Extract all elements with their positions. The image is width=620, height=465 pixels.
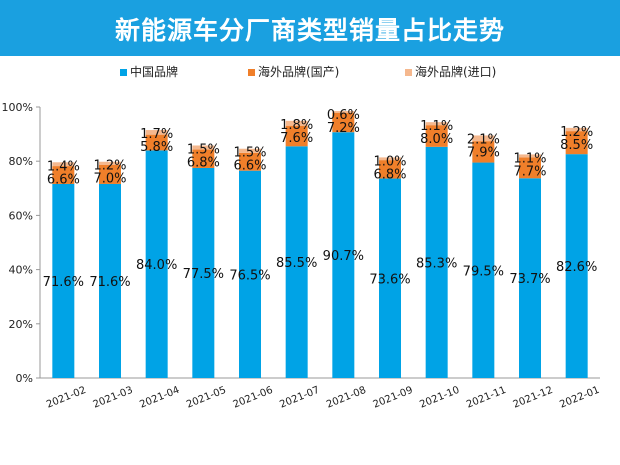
data-label-china: 73.6% bbox=[369, 272, 410, 287]
data-label-overseas-import: 1.5% bbox=[233, 146, 266, 161]
bar-china bbox=[239, 170, 261, 378]
bar-overseas-import bbox=[565, 127, 588, 132]
bar-overseas-domestic bbox=[379, 160, 401, 179]
data-label-china: 73.7% bbox=[509, 272, 550, 287]
bar-china bbox=[519, 178, 541, 378]
data-label-overseas-import: 1.7% bbox=[140, 127, 173, 142]
y-tick-label: 0% bbox=[16, 372, 33, 385]
data-label-overseas-domestic: 7.0% bbox=[93, 172, 126, 187]
x-tick-label: 2021-07 bbox=[278, 385, 321, 411]
legend-label: 海外品牌(国产) bbox=[258, 64, 339, 79]
y-tick-label: 20% bbox=[9, 318, 33, 331]
bar-overseas-import bbox=[285, 120, 308, 126]
bar-china bbox=[425, 146, 448, 378]
bar-overseas-import bbox=[192, 145, 215, 150]
data-label-china: 82.6% bbox=[556, 260, 597, 275]
bar-overseas-import bbox=[99, 161, 121, 165]
data-label-china: 71.6% bbox=[89, 275, 130, 290]
data-label-overseas-domestic: 7.2% bbox=[327, 121, 360, 136]
data-label-overseas-domestic: 6.6% bbox=[233, 159, 266, 174]
bar-overseas-domestic bbox=[192, 149, 215, 168]
data-label-overseas-import: 1.4% bbox=[47, 159, 80, 174]
x-tick-label: 2021-11 bbox=[465, 385, 508, 411]
data-label-china: 76.5% bbox=[229, 268, 270, 283]
bar-overseas-domestic bbox=[285, 125, 308, 147]
y-tick-label: 80% bbox=[9, 155, 33, 168]
data-label-overseas-domestic: 6.8% bbox=[187, 155, 220, 170]
data-label-overseas-import: 1.2% bbox=[93, 159, 126, 174]
x-tick-label: 2021-05 bbox=[185, 385, 228, 411]
y-tick-label: 60% bbox=[9, 209, 33, 222]
bar-overseas-import bbox=[332, 111, 355, 113]
bar-overseas-domestic bbox=[332, 112, 355, 133]
x-tick-label: 2021-10 bbox=[418, 385, 461, 411]
bar-china bbox=[379, 178, 401, 378]
bar-overseas-domestic bbox=[565, 131, 588, 155]
data-label-overseas-domestic: 6.6% bbox=[47, 172, 80, 187]
bar-overseas-import bbox=[145, 130, 168, 135]
bar-china bbox=[145, 150, 168, 378]
data-label-china: 84.0% bbox=[136, 258, 177, 273]
legend-swatch bbox=[120, 69, 127, 76]
chart-title: 新能源车分厂商类型销量占比走势 bbox=[114, 16, 505, 45]
legend-swatch bbox=[248, 69, 255, 76]
bar-china bbox=[472, 162, 495, 378]
bar-overseas-domestic bbox=[52, 166, 75, 184]
data-label-overseas-domestic: 5.8% bbox=[140, 140, 173, 155]
data-label-overseas-domestic: 6.8% bbox=[373, 167, 406, 182]
bar-china bbox=[52, 183, 75, 378]
x-tick-label: 2021-12 bbox=[512, 385, 555, 411]
data-label-overseas-import: 2.1% bbox=[467, 132, 500, 147]
x-tick-label: 2022-01 bbox=[558, 385, 601, 411]
data-label-overseas-domestic: 7.6% bbox=[280, 131, 313, 146]
bar-overseas-import bbox=[472, 135, 495, 142]
bar-overseas-domestic bbox=[239, 152, 261, 171]
data-label-overseas-import: 1.5% bbox=[187, 142, 220, 157]
bar-overseas-domestic bbox=[425, 125, 448, 147]
bar-overseas-domestic bbox=[145, 134, 168, 151]
x-tick-label: 2021-08 bbox=[325, 385, 368, 411]
bar-overseas-import bbox=[239, 148, 261, 153]
x-tick-label: 2021-03 bbox=[92, 385, 135, 411]
legend-swatch bbox=[405, 69, 412, 76]
legend-label: 海外品牌(进口) bbox=[415, 64, 496, 79]
x-tick-label: 2021-04 bbox=[138, 385, 181, 411]
data-label-china: 90.7% bbox=[323, 249, 364, 264]
bar-overseas-domestic bbox=[99, 164, 121, 184]
data-label-china: 77.5% bbox=[183, 267, 224, 282]
bar-china bbox=[192, 167, 215, 378]
y-tick-label: 40% bbox=[9, 264, 33, 277]
data-label-china: 79.5% bbox=[463, 264, 504, 279]
data-label-overseas-domestic: 7.9% bbox=[467, 145, 500, 160]
data-label-overseas-domestic: 7.7% bbox=[513, 164, 546, 179]
bar-overseas-domestic bbox=[472, 141, 495, 163]
legend-label: 中国品牌 bbox=[130, 64, 178, 79]
bar-overseas-import bbox=[379, 157, 401, 161]
x-tick-label: 2021-06 bbox=[232, 385, 275, 411]
bar-china bbox=[565, 154, 588, 378]
x-tick-label: 2021-02 bbox=[45, 385, 88, 411]
data-label-overseas-import: 1.0% bbox=[373, 154, 406, 169]
data-label-overseas-import: 1.1% bbox=[420, 119, 453, 134]
data-label-overseas-import: 1.2% bbox=[560, 125, 593, 140]
bar-overseas-import bbox=[425, 122, 448, 126]
bar-china bbox=[332, 132, 355, 378]
y-tick-label: 100% bbox=[2, 101, 33, 114]
bar-overseas-import bbox=[519, 154, 541, 158]
bar-overseas-domestic bbox=[519, 157, 541, 179]
data-label-overseas-domestic: 8.0% bbox=[420, 132, 453, 147]
data-label-china: 85.3% bbox=[416, 256, 457, 271]
chart-title-banner: 新能源车分厂商类型销量占比走势 bbox=[0, 0, 620, 56]
x-tick-label: 2021-09 bbox=[372, 385, 415, 411]
data-label-overseas-import: 1.1% bbox=[513, 151, 546, 166]
data-label-overseas-import: 0.6% bbox=[327, 108, 360, 123]
bar-overseas-import bbox=[52, 162, 75, 167]
data-label-overseas-domestic: 8.5% bbox=[560, 138, 593, 153]
data-label-overseas-import: 1.8% bbox=[280, 118, 313, 133]
bar-china bbox=[99, 183, 121, 378]
data-label-china: 71.6% bbox=[43, 275, 84, 290]
data-label-china: 85.5% bbox=[276, 256, 317, 271]
bar-china bbox=[285, 146, 308, 378]
